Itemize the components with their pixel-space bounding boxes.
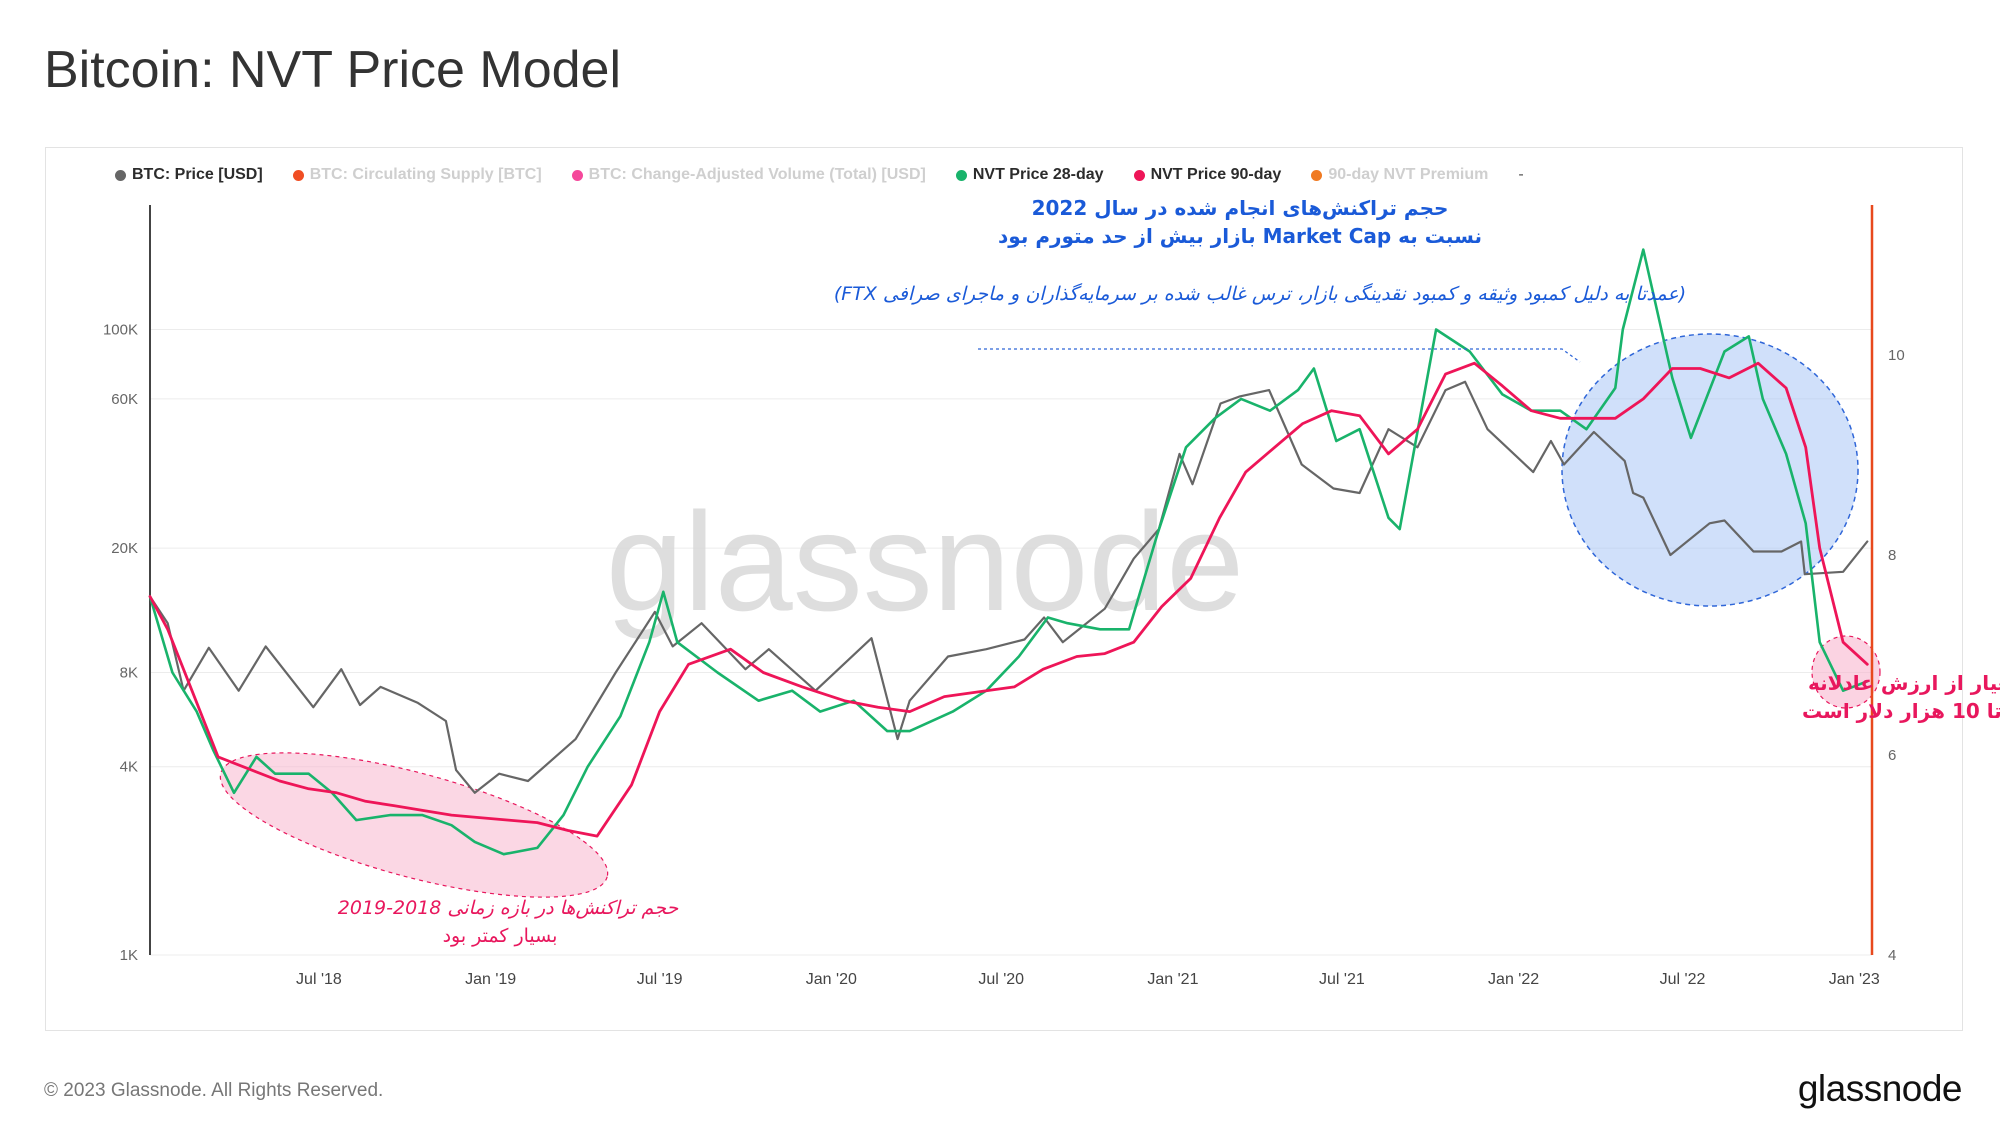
series-layer: [148, 248, 1869, 856]
chart-legend: BTC: Price [USD] BTC: Circulating Supply…: [115, 165, 1554, 185]
annotation-leader-line: [978, 348, 1581, 363]
legend-item-nvt-premium[interactable]: 90-day NVT Premium: [1311, 166, 1488, 184]
x-tick-label: Jan '22: [1488, 971, 1539, 988]
annotation-right-line1: تخمین فعلی این معیار از ارزش عادلانه: [1808, 671, 2000, 695]
x-tick-label: Jan '20: [806, 971, 857, 988]
annotation-top-line1: حجم تراکنش‌های انجام شده در سال 2022: [1032, 196, 1449, 220]
y2-tick-label: 4: [1888, 947, 1896, 964]
nvt-price-28d-line: [148, 248, 1869, 856]
x-tick-label: Jan '21: [1147, 971, 1198, 988]
nvt-price-90d-line: [148, 361, 1869, 838]
legend-dash: -: [1518, 166, 1524, 183]
legend-label: NVT Price 90-day: [1150, 166, 1282, 183]
watermark: glassnode: [606, 483, 1244, 640]
legend-item-circulating-supply[interactable]: BTC: Circulating Supply [BTC]: [292, 166, 542, 184]
y-tick-label: 8K: [120, 665, 138, 682]
highlight-ellipse-current: [1811, 635, 1881, 709]
annotation-top-line3: (عمدتا به دلیل کمبود وثیقه و کمبود نقدین…: [834, 282, 1686, 305]
y-tick-label: 100K: [103, 321, 138, 338]
annotation-top-line2: نسبت به Market Cap بازار بیش از حد متورم…: [998, 224, 1482, 248]
annotation-right-line2: بیتکوین بین 8.2 تا 10 هزار دلار است: [1802, 699, 2000, 723]
x-tick-label: Jul '19: [637, 971, 683, 988]
page-title: Bitcoin: NVT Price Model: [44, 41, 622, 99]
copyright-notice: © 2023 Glassnode. All Rights Reserved.: [44, 1080, 384, 1101]
y-tick-label: 60K: [111, 391, 138, 408]
legend-dot-icon: [1133, 169, 1145, 181]
legend-label: 90-day NVT Premium: [1328, 166, 1489, 183]
annotation-bottom-line1: حجم تراکنش‌ها در بازه زمانی 2018-2019: [338, 897, 679, 919]
x-tick-label: Jan '23: [1829, 971, 1880, 988]
legend-item-nvt-28[interactable]: NVT Price 28-day: [955, 166, 1104, 184]
y-tick-label: 4K: [120, 759, 138, 776]
legend-dot-icon: [1311, 169, 1323, 181]
chart-frame: [45, 147, 1963, 1031]
y-tick-label: 1K: [120, 947, 138, 964]
x-tick-label: Jul '22: [1660, 971, 1706, 988]
annotation-bottom-line2: بسیار کمتر بود: [443, 925, 558, 947]
x-tick-label: Jul '20: [978, 971, 1024, 988]
glassnode-logo: glassnode: [1797, 1068, 1963, 1109]
legend-label: BTC: Circulating Supply [BTC]: [309, 166, 542, 183]
y-tick-label: 20K: [111, 540, 138, 557]
x-tick-label: Jul '18: [296, 971, 342, 988]
x-tick-label: Jan '19: [465, 971, 516, 988]
legend-item-btc-price[interactable]: BTC: Price [USD]: [115, 166, 263, 184]
x-tick-label: Jul '21: [1319, 971, 1365, 988]
legend-label: BTC: Change-Adjusted Volume (Total) [USD…: [588, 166, 926, 183]
legend-label: NVT Price 28-day: [972, 166, 1104, 183]
legend-dot-icon: [571, 169, 583, 181]
y2-tick-label: 6: [1888, 747, 1896, 764]
y2-tick-label: 8: [1888, 547, 1896, 564]
legend-dot-icon: [955, 169, 967, 181]
legend-dot-icon: [292, 169, 304, 181]
chart-axes: 1K 4K 8K 20K 60K 100K 4 6 8 10 Jul '18 Jan '19 Jul '…: [103, 205, 1905, 988]
legend-dot-icon: [115, 169, 126, 181]
legend-label: BTC: Price [USD]: [132, 166, 263, 183]
legend-item-more[interactable]: -: [1518, 166, 1523, 184]
highlight-ellipse-2022: [1561, 333, 1859, 607]
annotations: حجم تراکنش‌های انجام شده در سال 2022 نسب…: [338, 196, 2000, 947]
legend-item-adjusted-volume[interactable]: BTC: Change-Adjusted Volume (Total) [USD…: [571, 166, 926, 184]
legend-item-nvt-90[interactable]: NVT Price 90-day: [1133, 166, 1282, 184]
y2-tick-label: 10: [1888, 347, 1905, 364]
